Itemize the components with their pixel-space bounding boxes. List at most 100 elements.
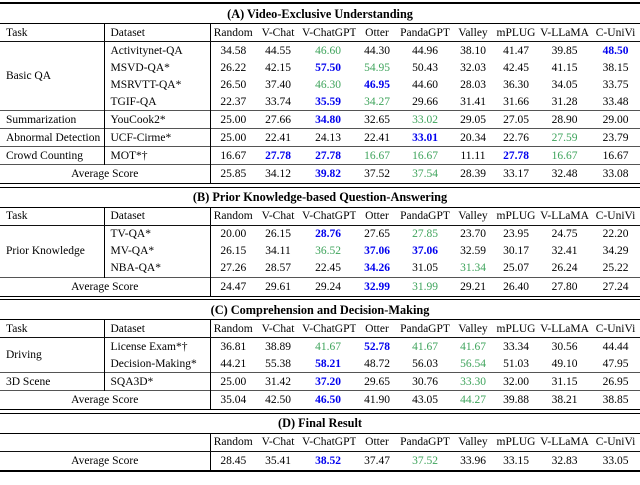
model-column-header: Otter [356, 207, 398, 226]
average-score-cell: 38.85 [591, 390, 640, 410]
score-cell: 22.76 [494, 128, 538, 147]
score-cell: 49.10 [551, 357, 578, 370]
score-cell: 41.67 [412, 340, 438, 353]
score-cell: 34.11 [265, 245, 291, 257]
model-column-header: Random [209, 207, 256, 226]
model-column-header: V-ChatGPT [300, 319, 356, 338]
average-row: Average Score 25.85 34.12 39.82 37.52 37.54 28… [0, 164, 640, 184]
model-column-header: V-LLaMA [538, 433, 591, 452]
section-title: (B) Prior Knowledge-based Question-Answe… [0, 187, 640, 208]
score-cell: 32.65 [356, 110, 398, 129]
score-cell: 28.90 [538, 110, 591, 129]
table-row: Decision-Making* 44.21 55.38 58.21 48.72 56.0… [0, 355, 640, 373]
model-column-header: PandaGPT [398, 319, 452, 338]
average-score-cell: 32.48 [538, 164, 591, 184]
model-column-header: V-ChatGPT [300, 207, 356, 226]
score-cell: 22.45 [315, 262, 341, 274]
score-cell: 31.42 [256, 372, 300, 391]
average-score-cell: 34.12 [256, 164, 300, 184]
model-column-header: PandaGPT [398, 433, 452, 452]
score-cell: 32.00 [494, 372, 538, 391]
model-column-header: Valley [452, 319, 494, 338]
average-score-cell: 37.52 [398, 450, 452, 471]
score-cell: 26.15 [265, 228, 291, 240]
score-cell: 33.01 [398, 128, 452, 147]
model-column-header: V-ChatGPT [300, 23, 356, 42]
score-cell: 47.95 [602, 357, 629, 370]
average-label: Average Score [0, 276, 210, 296]
score-cell: 31.05 [412, 262, 438, 274]
score-cell: 27.66 [256, 110, 300, 129]
model-column-header: PandaGPT [398, 207, 452, 226]
score-cell: 26.50 [209, 76, 256, 93]
task-column-header: Task [0, 319, 104, 338]
score-cell: 29.65 [356, 372, 398, 391]
model-column-header: C-UniVi [591, 319, 640, 338]
table-row: Basic QA Activitynet-QA 34.58 44.55 46.60 44.… [0, 41, 640, 82]
average-score-cell: 29.61 [256, 276, 300, 296]
score-cell: 24.75 [551, 228, 578, 240]
task-cell: Abnormal Detection [0, 128, 104, 147]
score-cell: 22.37 [209, 93, 256, 111]
score-cell: 16.67 [591, 146, 640, 165]
average-score-cell: 39.88 [494, 390, 538, 410]
score-cell: 34.27 [364, 95, 390, 108]
average-score-cell: 25.85 [209, 164, 256, 184]
score-cell: 16.67 [209, 146, 256, 165]
score-cell: 33.74 [265, 95, 291, 108]
score-cell: 51.03 [503, 357, 529, 370]
score-cell: 32.03 [460, 61, 486, 74]
score-cell: 42.45 [503, 61, 529, 74]
model-column-header: Valley [452, 23, 494, 42]
table-row: TGIF-QA 22.37 33.74 35.59 34.27 29.66 31.41 31.… [0, 93, 640, 111]
average-score-cell: 37.54 [398, 164, 452, 184]
score-cell: 26.22 [209, 59, 256, 76]
score-cell: 11.11 [452, 146, 494, 165]
average-label: Average Score [0, 390, 210, 410]
model-column-header: C-UniVi [591, 207, 640, 226]
score-cell: 48.50 [602, 44, 629, 57]
task-column-header: Task [0, 207, 104, 226]
section-title: (D) Final Result [0, 413, 640, 434]
average-score-cell: 33.08 [591, 164, 640, 184]
score-cell: 44.30 [364, 44, 390, 57]
model-column-header: V-Chat [256, 207, 300, 226]
average-score-cell: 32.83 [538, 450, 591, 471]
score-cell: 41.47 [503, 44, 529, 57]
score-cell: 23.70 [460, 228, 486, 240]
score-cell: 57.50 [315, 61, 341, 74]
average-score-cell: 35.04 [209, 390, 256, 410]
table-row: Prior Knowledge TV-QA* 20.00 26.15 28.76 27.6… [0, 225, 640, 257]
score-cell: 23.95 [503, 228, 529, 240]
table-sections: (A) Video-Exclusive Understanding Task Dat… [0, 2, 640, 472]
average-score-cell: 29.24 [300, 276, 356, 296]
model-column-header: C-UniVi [591, 23, 640, 42]
task-cell: Summarization [0, 110, 104, 129]
average-score-cell: 31.99 [398, 276, 452, 296]
score-cell: 35.59 [315, 95, 341, 108]
section-table-4: (D) Final Result Random V-Chat V-ChatGPT Ott… [0, 412, 640, 472]
score-cell: 36.52 [315, 245, 341, 257]
dataset-column-header: Dataset [103, 319, 210, 338]
average-score-cell: 33.05 [591, 450, 640, 471]
score-cell: 31.66 [503, 95, 529, 108]
score-cell: 29.00 [591, 110, 640, 129]
average-score-cell: 33.96 [452, 450, 494, 471]
dataset-column-header: Dataset [103, 23, 210, 42]
score-cell: 48.72 [364, 357, 390, 370]
dataset-cell: MV-QA* [103, 242, 210, 260]
dataset-cell: TV-QA* [103, 225, 210, 243]
score-cell: 29.66 [412, 95, 438, 108]
model-column-header: Random [209, 433, 256, 452]
score-cell: 37.20 [300, 372, 356, 391]
score-cell: 28.76 [315, 228, 341, 240]
score-cell: 25.07 [503, 262, 529, 274]
score-cell: 30.56 [551, 340, 578, 353]
average-score-cell: 37.47 [356, 450, 398, 471]
average-score-cell: 33.15 [494, 450, 538, 471]
average-score-cell: 38.21 [538, 390, 591, 410]
score-cell: 36.81 [209, 337, 256, 355]
task-cell: Prior Knowledge [6, 245, 85, 257]
score-cell: 38.10 [460, 44, 486, 57]
task-cell: Basic QA [6, 70, 52, 82]
